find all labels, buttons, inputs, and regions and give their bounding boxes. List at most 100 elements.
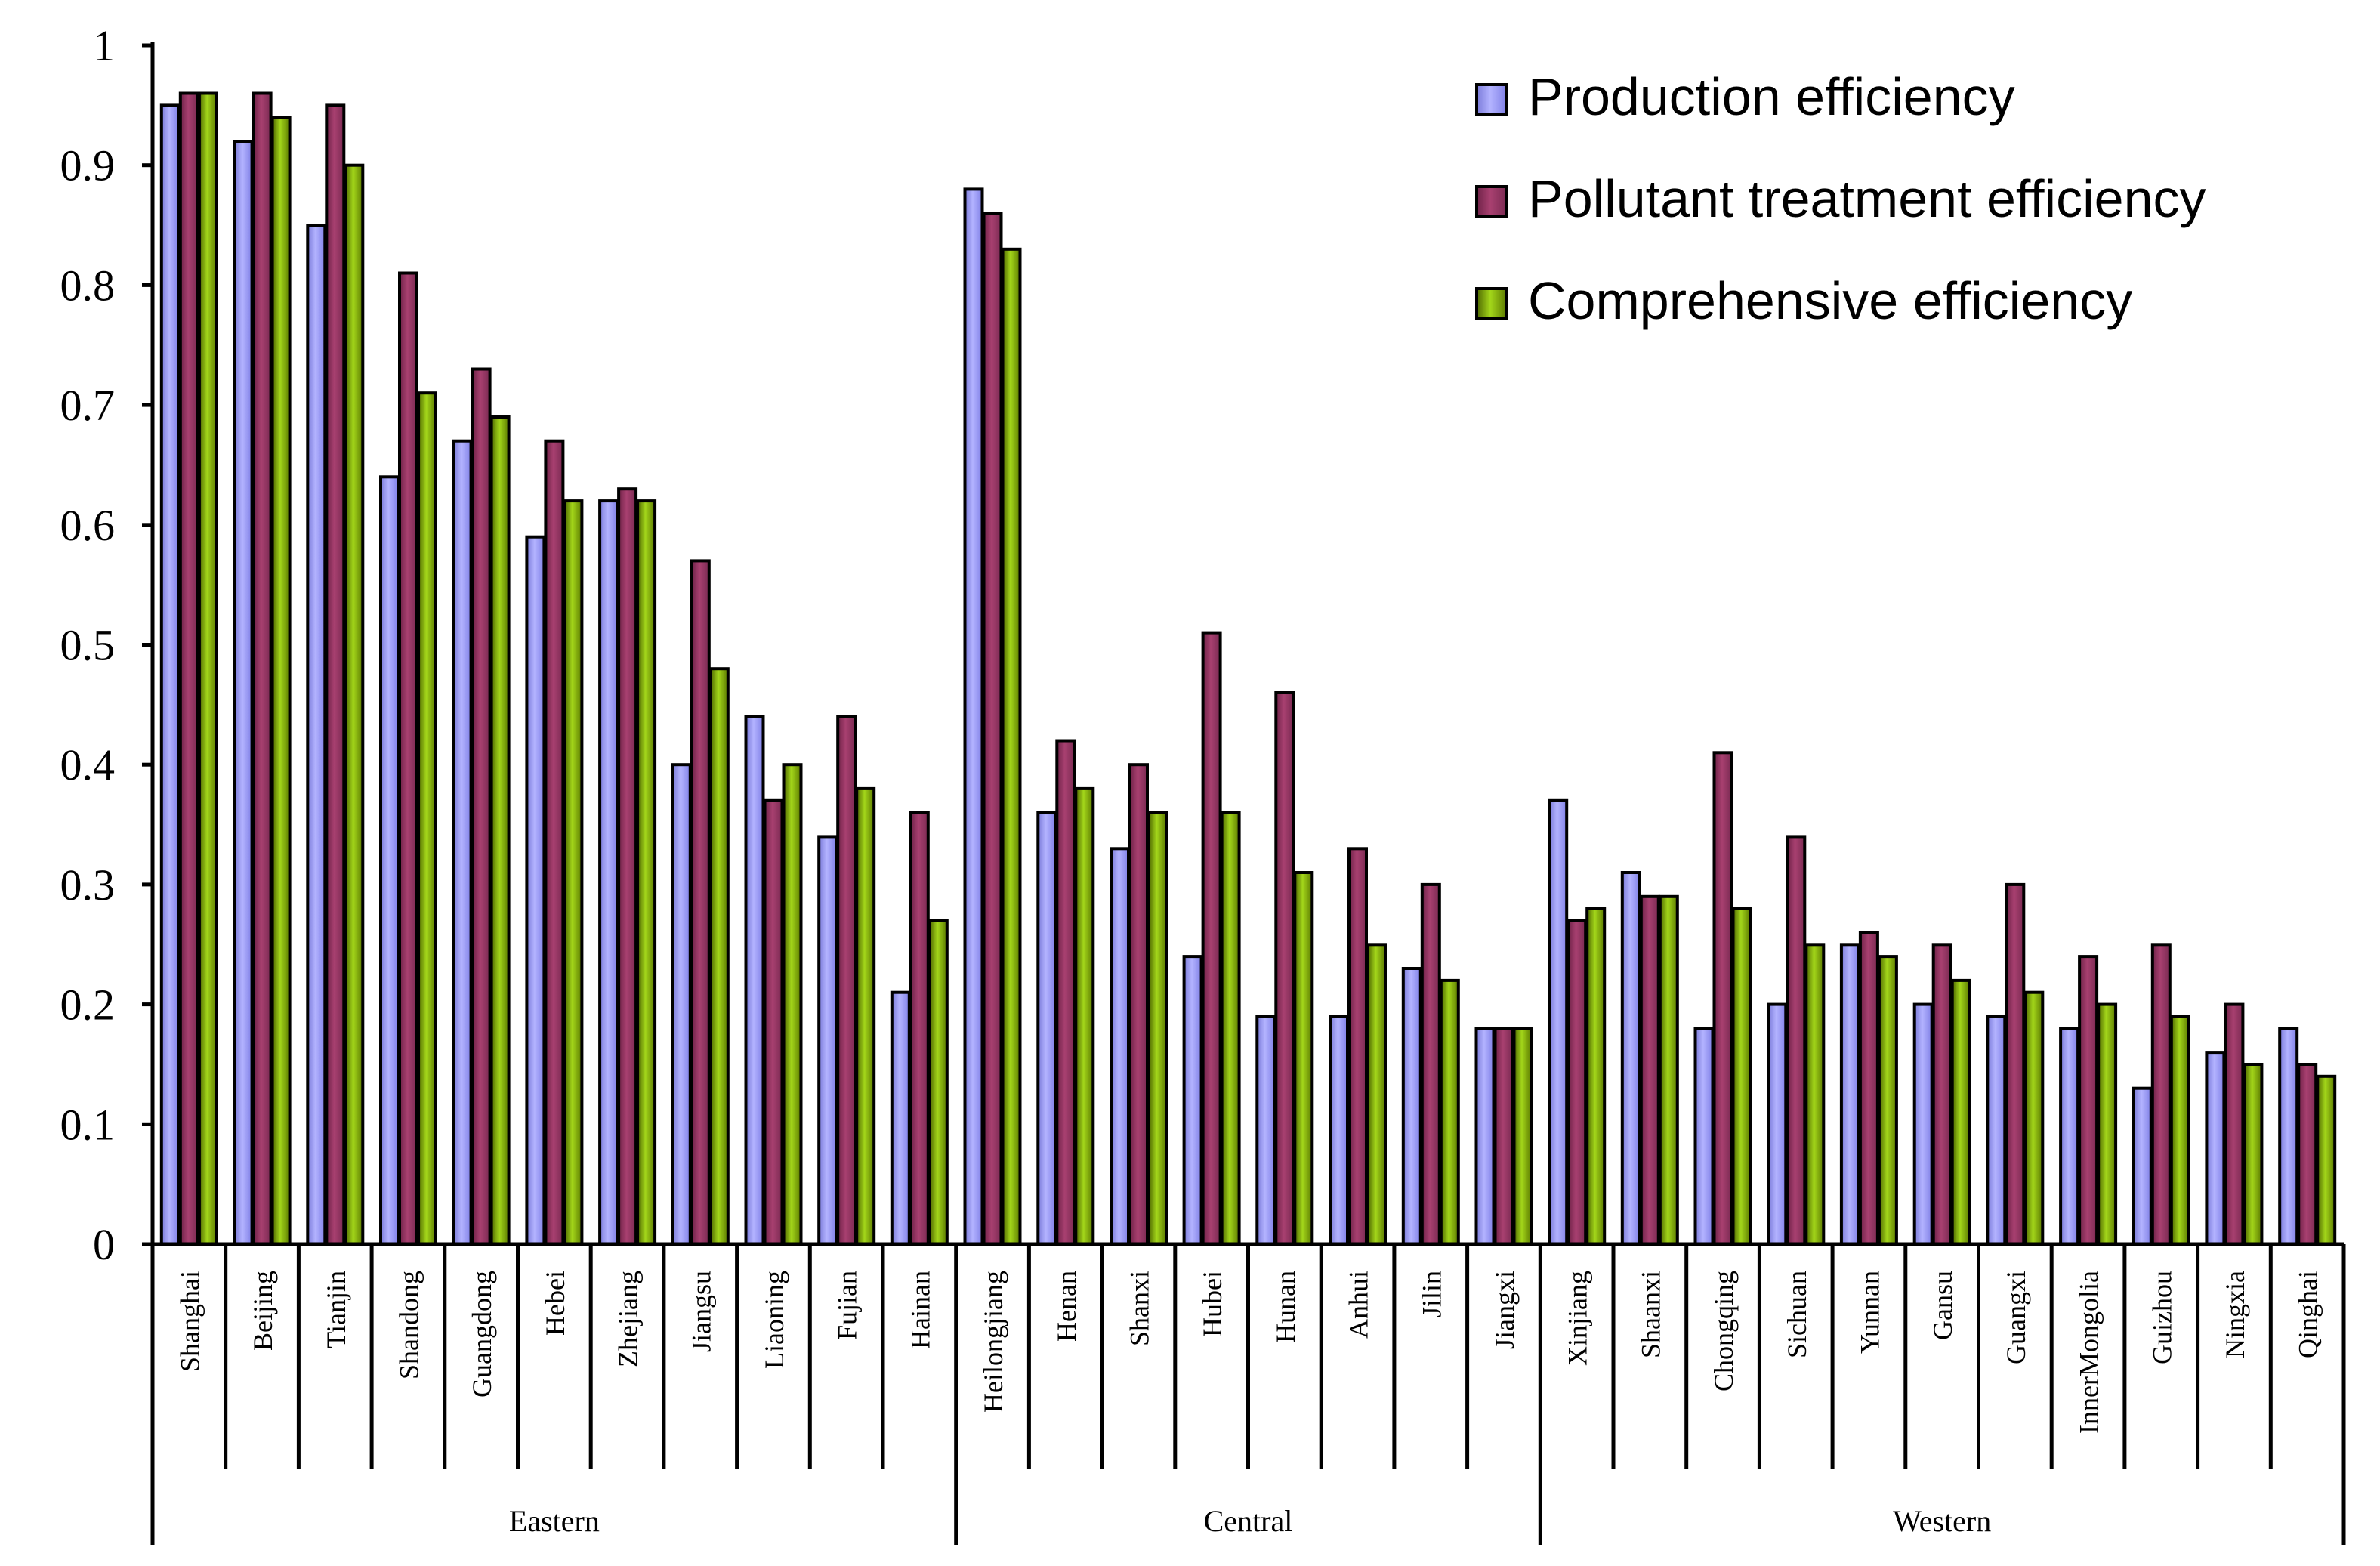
bar-production-efficiency-shaanxi [1620, 871, 1641, 1246]
bar-pollutant-treatment-efficiency-beijing [252, 91, 273, 1246]
category-label-fujian: Fujian [832, 1271, 863, 1340]
y-tick-label: 0.1 [60, 1100, 116, 1149]
category-label-hebei: Hebei [540, 1271, 570, 1336]
category-label-guangdong: Guangdong [467, 1271, 497, 1398]
bar-production-efficiency-heilongjiang [963, 187, 984, 1246]
category-label-jiangxi: Jiangxi [1489, 1271, 1520, 1349]
bar-comprehensive-efficiency-tianjin [344, 163, 365, 1246]
bar-pollutant-treatment-efficiency-shandong [398, 271, 418, 1246]
bar-production-efficiency-hainan [890, 990, 911, 1246]
category-label-shaanxi: Shaanxi [1635, 1271, 1665, 1358]
bar-comprehensive-efficiency-xinjiang [1585, 907, 1607, 1246]
bar-comprehensive-efficiency-shaanxi [1658, 894, 1679, 1246]
bar-production-efficiency-henan [1036, 811, 1057, 1246]
bar-pollutant-treatment-efficiency-xinjiang [1567, 919, 1588, 1246]
bar-production-efficiency-shandong [379, 475, 400, 1246]
bar-production-efficiency-innermongolia [2059, 1027, 2080, 1246]
category-label-hainan: Hainan [905, 1271, 935, 1349]
bar-comprehensive-efficiency-zhejiang [636, 499, 657, 1246]
legend-label-production-efficiency: Production efficiency [1528, 67, 2015, 126]
bar-comprehensive-efficiency-fujian [855, 786, 876, 1246]
bar-pollutant-treatment-efficiency-anhui [1347, 847, 1368, 1246]
bar-comprehensive-efficiency-guangdong [489, 415, 511, 1246]
region-groups: Eastern Central Western [150, 1469, 2346, 1545]
bar-comprehensive-efficiency-shandong [417, 391, 437, 1246]
bar-comprehensive-efficiency-jilin [1439, 978, 1460, 1246]
category-label-guizhou: Guizhou [2147, 1271, 2177, 1364]
y-tick-label: 0.8 [60, 261, 116, 310]
bar-comprehensive-efficiency-jiangsu [708, 667, 730, 1246]
bar-comprehensive-efficiency-jiangxi [1512, 1027, 1533, 1246]
bar-pollutant-treatment-efficiency-chongqing [1712, 751, 1733, 1246]
bar-pollutant-treatment-efficiency-hunan [1274, 691, 1295, 1246]
bar-production-efficiency-shanxi [1110, 847, 1130, 1246]
y-tick-label: 0.2 [60, 981, 116, 1030]
bar-production-efficiency-hunan [1255, 1015, 1276, 1246]
bar-comprehensive-efficiency-yunnan [1877, 955, 1898, 1246]
category-label-jilin: Jilin [1416, 1271, 1446, 1317]
bar-comprehensive-efficiency-hubei [1220, 811, 1241, 1246]
bar-pollutant-treatment-efficiency-guangxi [2005, 882, 2026, 1246]
category-label-xinjiang: Xinjiang [1563, 1271, 1593, 1366]
category-label-jiangsu: Jiangsu [686, 1271, 716, 1352]
bar-pollutant-treatment-efficiency-jiangsu [690, 559, 711, 1246]
bar-comprehensive-efficiency-beijing [270, 116, 292, 1246]
legend-label-comprehensive-efficiency: Comprehensive efficiency [1528, 271, 2132, 330]
y-axis-ticks: 0 0.1 0.2 0.3 0.4 0.5 0.6 0.7 0.8 0.9 1 [60, 21, 153, 1269]
bar-production-efficiency-fujian [817, 835, 838, 1246]
bar-comprehensive-efficiency-innermongolia [2097, 1002, 2118, 1246]
bar-production-efficiency-yunnan [1839, 943, 1860, 1246]
bar-pollutant-treatment-efficiency-jiangxi [1493, 1027, 1514, 1246]
y-tick-label: 0.6 [60, 501, 116, 550]
y-tick-label: 0.5 [60, 621, 116, 670]
bar-pollutant-treatment-efficiency-yunnan [1858, 931, 1879, 1246]
category-label-yunnan: Yunnan [1854, 1271, 1885, 1354]
category-label-ningxia: Ningxia [2220, 1271, 2250, 1358]
category-label-beijing: Beijing [248, 1271, 278, 1351]
category-label-zhejiang: Zhejiang [613, 1271, 644, 1367]
bar-production-efficiency-shanghai [159, 103, 181, 1246]
bar-pollutant-treatment-efficiency-shaanxi [1639, 894, 1660, 1246]
y-tick-label: 1 [93, 21, 115, 70]
bar-pollutant-treatment-efficiency-shanghai [178, 91, 199, 1246]
bar-production-efficiency-tianjin [306, 224, 327, 1246]
y-tick-label: 0 [93, 1220, 115, 1269]
bar-production-efficiency-chongqing [1693, 1027, 1715, 1246]
bar-pollutant-treatment-efficiency-sichuan [1786, 835, 1807, 1246]
bar-comprehensive-efficiency-shanghai [197, 91, 218, 1246]
bar-pollutant-treatment-efficiency-heilongjiang [982, 212, 1003, 1246]
category-label-heilongjiang: Heilongjiang [978, 1271, 1008, 1413]
bar-pollutant-treatment-efficiency-guangdong [471, 367, 492, 1246]
category-labels: Shanghai Beijing Tianjin Shandong Guangdong H… [150, 1244, 2346, 1469]
y-tick-label: 0.4 [60, 740, 116, 789]
y-tick-label: 0.3 [60, 860, 116, 910]
category-label-innermongolia: InnerMongolia [2074, 1271, 2104, 1434]
bar-production-efficiency-gansu [1912, 1002, 1934, 1246]
legend-swatch-pollutant-treatment-efficiency [1475, 185, 1508, 218]
bar-comprehensive-efficiency-gansu [1950, 978, 1971, 1246]
bar-production-efficiency-hubei [1182, 955, 1203, 1246]
bar-comprehensive-efficiency-hunan [1293, 871, 1314, 1246]
bar-pollutant-treatment-efficiency-hainan [909, 811, 930, 1246]
bar-pollutant-treatment-efficiency-hebei [544, 439, 565, 1246]
bar-comprehensive-efficiency-guangxi [2023, 990, 2045, 1246]
bar-production-efficiency-guangdong [452, 439, 473, 1246]
bar-comprehensive-efficiency-qinghai [2316, 1074, 2337, 1246]
bar-production-efficiency-liaoning [744, 715, 765, 1246]
bar-pollutant-treatment-efficiency-guizhou [2150, 943, 2172, 1246]
bar-comprehensive-efficiency-shanxi [1147, 811, 1168, 1246]
bar-production-efficiency-ningxia [2205, 1051, 2226, 1246]
bars-layer [159, 91, 2337, 1246]
legend-swatch-comprehensive-efficiency [1475, 287, 1508, 320]
group-label-western: Western [1893, 1504, 1991, 1538]
bar-comprehensive-efficiency-hainan [928, 919, 949, 1246]
category-label-chongqing: Chongqing [1709, 1271, 1739, 1391]
category-label-gansu: Gansu [1928, 1271, 1958, 1340]
bar-pollutant-treatment-efficiency-shanxi [1128, 763, 1149, 1246]
category-label-hunan: Hunan [1270, 1271, 1301, 1343]
bar-production-efficiency-xinjiang [1548, 798, 1569, 1246]
bar-comprehensive-efficiency-liaoning [782, 763, 803, 1246]
bar-production-efficiency-jiangsu [671, 763, 692, 1246]
bar-pollutant-treatment-efficiency-gansu [1931, 943, 1952, 1246]
bar-comprehensive-efficiency-ningxia [2243, 1063, 2264, 1246]
